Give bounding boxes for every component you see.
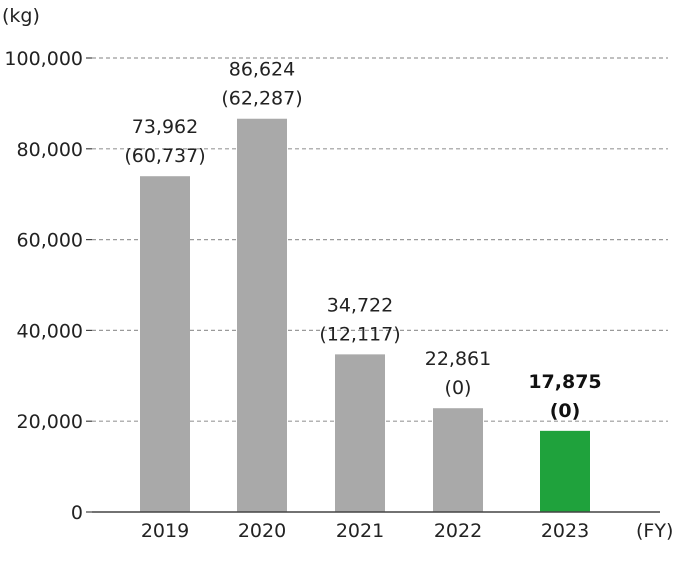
y-axis-unit: (kg) <box>2 5 40 27</box>
bar-2023 <box>540 430 590 512</box>
sub-label-2020: (62,287) <box>221 88 302 110</box>
bar-2019 <box>140 176 190 512</box>
bars <box>140 118 590 512</box>
y-tick-label: 80,000 <box>17 139 83 161</box>
bar-2022 <box>433 408 483 512</box>
y-tick-label: 0 <box>71 502 83 524</box>
y-tick-label: 100,000 <box>4 48 83 70</box>
x-tick-label-2020: 2020 <box>238 520 286 542</box>
y-tick-label: 20,000 <box>17 411 83 433</box>
bar-2020 <box>237 118 287 512</box>
x-axis-ticks: 2019 2020 2021 2022 2023 <box>141 520 589 542</box>
sub-label-2019: (60,737) <box>124 145 205 167</box>
sub-label-2021: (12,117) <box>319 323 400 345</box>
data-labels: 73,962 (60,737) 86,624 (62,287) 34,722 (12,11… <box>124 59 601 422</box>
x-tick-label-2022: 2022 <box>434 520 482 542</box>
sub-label-2022: (0) <box>445 377 472 399</box>
value-label-2023: 17,875 <box>528 371 601 393</box>
x-tick-label-2019: 2019 <box>141 520 189 542</box>
sub-label-2023: (0) <box>550 400 581 422</box>
x-tick-label-2021: 2021 <box>336 520 384 542</box>
value-label-2020: 86,624 <box>229 59 295 81</box>
y-axis-ticks: 0 20,000 40,000 60,000 80,000 100,000 <box>4 48 92 524</box>
value-label-2022: 22,861 <box>425 348 491 370</box>
value-label-2019: 73,962 <box>132 116 198 138</box>
x-tick-label-2023: 2023 <box>541 520 589 542</box>
x-axis-unit: (FY) <box>636 520 673 542</box>
bar-2021 <box>335 354 385 512</box>
y-tick-label: 60,000 <box>17 230 83 252</box>
y-tick-label: 40,000 <box>17 320 83 342</box>
value-label-2021: 34,722 <box>327 294 393 316</box>
